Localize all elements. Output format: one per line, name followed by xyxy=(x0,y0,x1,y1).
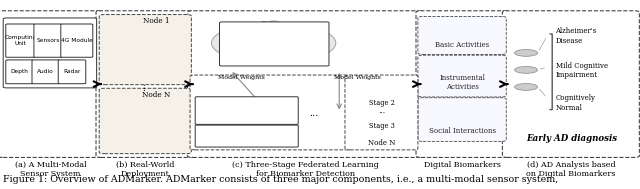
Text: ...: ... xyxy=(138,81,147,91)
Text: (d) AD Analysis based
on Digital Biomarkers: (d) AD Analysis based on Digital Biomark… xyxy=(526,161,616,178)
FancyBboxPatch shape xyxy=(3,18,97,88)
FancyBboxPatch shape xyxy=(418,55,506,97)
FancyBboxPatch shape xyxy=(61,24,93,57)
Ellipse shape xyxy=(274,25,290,38)
Circle shape xyxy=(515,67,538,73)
Text: Stage 1: Model Pre-Training
for FL Initialization: Stage 1: Model Pre-Training for FL Initi… xyxy=(223,35,324,52)
Text: Mild Cognitive
Impairment: Mild Cognitive Impairment xyxy=(556,62,607,80)
FancyBboxPatch shape xyxy=(0,11,103,157)
Text: Stage 3: Stage 3 xyxy=(369,122,394,130)
FancyBboxPatch shape xyxy=(345,75,418,150)
Text: Model Weights: Model Weights xyxy=(218,75,266,80)
FancyBboxPatch shape xyxy=(58,60,86,84)
Text: Radar: Radar xyxy=(63,69,81,74)
FancyBboxPatch shape xyxy=(188,11,423,157)
FancyBboxPatch shape xyxy=(195,125,298,147)
FancyBboxPatch shape xyxy=(190,75,351,150)
Text: Social Interactions: Social Interactions xyxy=(429,127,495,135)
Text: Server: Server xyxy=(261,20,286,28)
Ellipse shape xyxy=(211,23,336,63)
Text: ...: ... xyxy=(309,109,318,118)
Text: Basic Activities: Basic Activities xyxy=(435,41,489,49)
FancyBboxPatch shape xyxy=(32,60,60,84)
FancyBboxPatch shape xyxy=(6,24,35,57)
FancyBboxPatch shape xyxy=(416,11,509,157)
FancyBboxPatch shape xyxy=(220,22,329,66)
Text: Early AD diagnosis: Early AD diagnosis xyxy=(526,134,617,143)
Text: Stage 3: Weakly Supervised FL
(Weakly Labeled Data): Stage 3: Weakly Supervised FL (Weakly La… xyxy=(198,128,296,139)
Ellipse shape xyxy=(263,21,284,37)
FancyBboxPatch shape xyxy=(418,16,506,54)
Text: Sensors: Sensors xyxy=(36,38,60,43)
Text: 4G Module: 4G Module xyxy=(61,38,93,43)
FancyBboxPatch shape xyxy=(418,98,506,141)
FancyBboxPatch shape xyxy=(99,15,191,85)
FancyBboxPatch shape xyxy=(502,11,639,157)
Text: Depth: Depth xyxy=(11,69,28,74)
Text: Stage 2: Unsupervised FL
(Lots of Unlabeled Data): Stage 2: Unsupervised FL (Lots of Unlabe… xyxy=(206,106,288,117)
Circle shape xyxy=(515,50,538,56)
Text: Node N: Node N xyxy=(368,139,395,147)
Text: Instrumental
Activities: Instrumental Activities xyxy=(439,74,485,91)
Text: ...: ... xyxy=(378,107,385,115)
Ellipse shape xyxy=(252,29,266,40)
Text: Node 1: Node 1 xyxy=(257,139,283,147)
FancyBboxPatch shape xyxy=(96,11,195,157)
Text: Node N: Node N xyxy=(142,91,170,99)
FancyBboxPatch shape xyxy=(99,88,191,154)
Circle shape xyxy=(515,84,538,90)
Text: (a) A Multi-Modal
Sensor System: (a) A Multi-Modal Sensor System xyxy=(15,161,86,178)
Ellipse shape xyxy=(258,24,275,38)
Text: Cognitively
Normal: Cognitively Normal xyxy=(556,94,595,112)
Text: Node 1: Node 1 xyxy=(143,17,170,25)
Text: Audio: Audio xyxy=(37,69,54,74)
Text: (c) Three-Stage Federated Learning
for Biomarker Detection: (c) Three-Stage Federated Learning for B… xyxy=(232,161,379,178)
Text: Figure 1: Overview of ADMarker. ADMarker consists of three major components, i.e: Figure 1: Overview of ADMarker. ADMarker… xyxy=(3,175,559,184)
Text: Model Weights: Model Weights xyxy=(333,75,381,80)
FancyBboxPatch shape xyxy=(34,24,62,57)
FancyBboxPatch shape xyxy=(6,60,33,84)
Text: Stage 2: Stage 2 xyxy=(369,99,394,107)
Text: Digital Biomarkers: Digital Biomarkers xyxy=(424,161,501,169)
FancyBboxPatch shape xyxy=(195,97,298,124)
Text: (b) Real-World
Deployment: (b) Real-World Deployment xyxy=(116,161,175,178)
Text: Computing
Unit: Computing Unit xyxy=(4,35,36,46)
Text: Alzheimer's
Disease: Alzheimer's Disease xyxy=(556,27,596,45)
